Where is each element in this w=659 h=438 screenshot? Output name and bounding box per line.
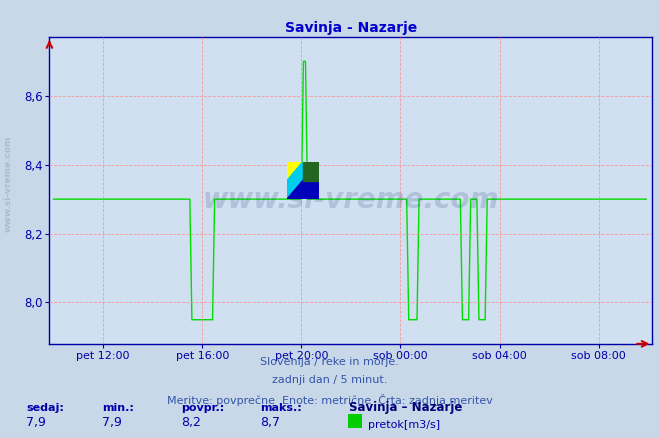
Text: Savinja – Nazarje: Savinja – Nazarje xyxy=(349,401,463,414)
Polygon shape xyxy=(287,162,302,180)
Text: Slovenija / reke in morje.: Slovenija / reke in morje. xyxy=(260,357,399,367)
Text: sedaj:: sedaj: xyxy=(26,403,64,413)
Polygon shape xyxy=(302,162,318,180)
Text: pretok[m3/s]: pretok[m3/s] xyxy=(368,420,440,430)
Text: min.:: min.: xyxy=(102,403,134,413)
Text: www.si-vreme.com: www.si-vreme.com xyxy=(203,186,499,214)
Text: Meritve: povprečne  Enote: metrične  Črta: zadnja meritev: Meritve: povprečne Enote: metrične Črta:… xyxy=(167,394,492,406)
Text: 7,9: 7,9 xyxy=(102,416,122,429)
Text: zadnji dan / 5 minut.: zadnji dan / 5 minut. xyxy=(272,375,387,385)
Polygon shape xyxy=(287,180,318,199)
Title: Savinja - Nazarje: Savinja - Nazarje xyxy=(285,21,417,35)
Text: povpr.:: povpr.: xyxy=(181,403,225,413)
Text: 7,9: 7,9 xyxy=(26,416,46,429)
Text: 8,2: 8,2 xyxy=(181,416,201,429)
Polygon shape xyxy=(287,162,302,199)
Text: www.si-vreme.com: www.si-vreme.com xyxy=(3,136,13,232)
Text: 8,7: 8,7 xyxy=(260,416,280,429)
Text: maks.:: maks.: xyxy=(260,403,302,413)
